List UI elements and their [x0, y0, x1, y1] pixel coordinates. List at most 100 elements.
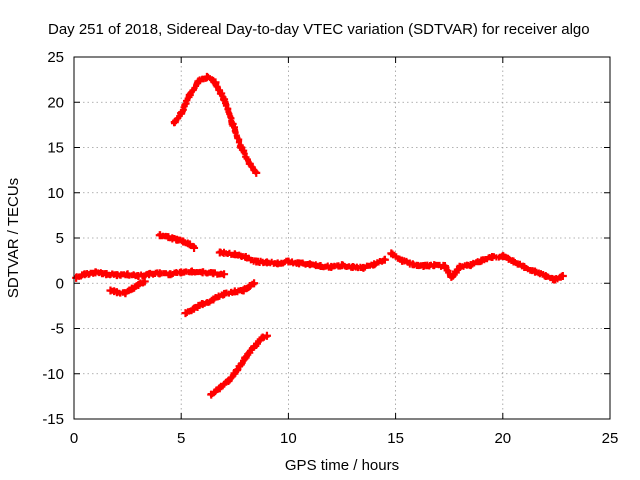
x-tick-label: 20 — [494, 430, 511, 447]
data-point — [228, 119, 237, 128]
data-point — [273, 259, 282, 268]
y-axis-label: SDTVAR / TECUs — [5, 178, 22, 298]
data-point — [258, 333, 267, 342]
data-point — [430, 261, 439, 270]
data-point — [220, 95, 229, 104]
y-tick-label: 15 — [47, 140, 64, 157]
data-point — [398, 256, 407, 265]
y-tick-label: 10 — [47, 185, 64, 202]
data-point — [121, 289, 130, 298]
data-point — [295, 259, 304, 268]
y-tick-label: 20 — [47, 94, 64, 111]
chart-title: Day 251 of 2018, Sidereal Day-to-day VTE… — [48, 21, 590, 38]
grid-lines — [74, 57, 610, 419]
data-point — [387, 249, 396, 258]
data-point — [164, 233, 173, 242]
data-point — [215, 384, 224, 393]
x-axis-ticks: 0 5 10 15 20 25 — [70, 57, 619, 447]
data-point — [250, 342, 259, 351]
data-point — [252, 168, 261, 177]
y-tick-label: -5 — [51, 321, 64, 338]
data-point — [455, 262, 464, 271]
data-point — [102, 270, 111, 279]
data-point — [194, 77, 203, 86]
data-point — [177, 268, 186, 277]
data-point — [215, 248, 224, 257]
x-tick-label: 0 — [70, 430, 78, 447]
data-point — [112, 288, 121, 297]
series-trace — [388, 250, 565, 284]
data-point — [558, 272, 567, 281]
series-arc-band-early — [72, 267, 229, 282]
series-arc-band-late — [387, 249, 567, 284]
data-point — [155, 231, 164, 240]
series-arc-peak — [170, 72, 261, 177]
data-point — [134, 272, 143, 281]
data-point — [230, 250, 239, 259]
data-point — [211, 78, 220, 87]
series-trace — [171, 73, 259, 175]
data-point — [498, 252, 507, 261]
data-point — [166, 270, 175, 279]
data-point — [262, 258, 271, 267]
data-point — [190, 304, 199, 313]
series-arc-band-mid — [215, 248, 389, 272]
data-point — [237, 143, 246, 152]
data-point — [232, 366, 241, 375]
data-point — [466, 261, 475, 270]
data-point — [262, 331, 271, 340]
data-point — [550, 275, 559, 284]
x-tick-label: 15 — [387, 430, 404, 447]
data-point — [370, 260, 379, 269]
data-point — [220, 290, 229, 299]
data-point — [327, 262, 336, 271]
x-tick-label: 25 — [602, 430, 619, 447]
data-point — [134, 281, 143, 290]
series-arc-rising — [181, 279, 259, 318]
y-tick-label: -15 — [42, 411, 64, 428]
data-point — [477, 256, 486, 265]
data-point — [80, 270, 89, 279]
y-axis-ticks: -15 -10 -5 0 5 10 15 20 25 — [42, 49, 610, 428]
data-point — [198, 268, 207, 277]
data-point — [230, 287, 239, 296]
data-point — [530, 267, 539, 276]
data-point — [520, 262, 529, 271]
x-tick-label: 10 — [280, 430, 297, 447]
y-tick-label: 25 — [47, 49, 64, 66]
data-point — [177, 109, 186, 118]
data-point — [202, 72, 211, 81]
data-point — [106, 286, 115, 295]
data-point — [179, 237, 188, 246]
data-point — [380, 255, 389, 264]
data-point — [338, 261, 346, 270]
data-point — [145, 270, 154, 279]
data-point — [127, 284, 136, 293]
data-point — [224, 376, 233, 385]
data-points — [72, 72, 567, 399]
data-point — [316, 262, 325, 271]
data-point — [305, 260, 314, 269]
data-point — [181, 309, 190, 318]
data-point — [488, 253, 497, 262]
data-point — [440, 262, 449, 271]
data-point — [123, 270, 132, 279]
data-point — [185, 91, 194, 100]
data-point — [245, 159, 254, 168]
data-point — [541, 272, 550, 281]
data-point — [359, 263, 368, 272]
data-point — [408, 260, 417, 269]
data-point — [190, 243, 199, 252]
data-point — [72, 273, 81, 282]
data-point — [220, 270, 229, 279]
data-point — [245, 281, 254, 290]
data-point — [112, 271, 121, 280]
data-point — [207, 390, 216, 399]
data-point — [509, 257, 518, 266]
data-point — [348, 262, 357, 271]
data-point — [284, 257, 293, 266]
data-point — [185, 240, 194, 249]
x-tick-label: 5 — [177, 430, 185, 447]
series-arc-decline — [155, 231, 199, 252]
data-point — [155, 269, 164, 278]
